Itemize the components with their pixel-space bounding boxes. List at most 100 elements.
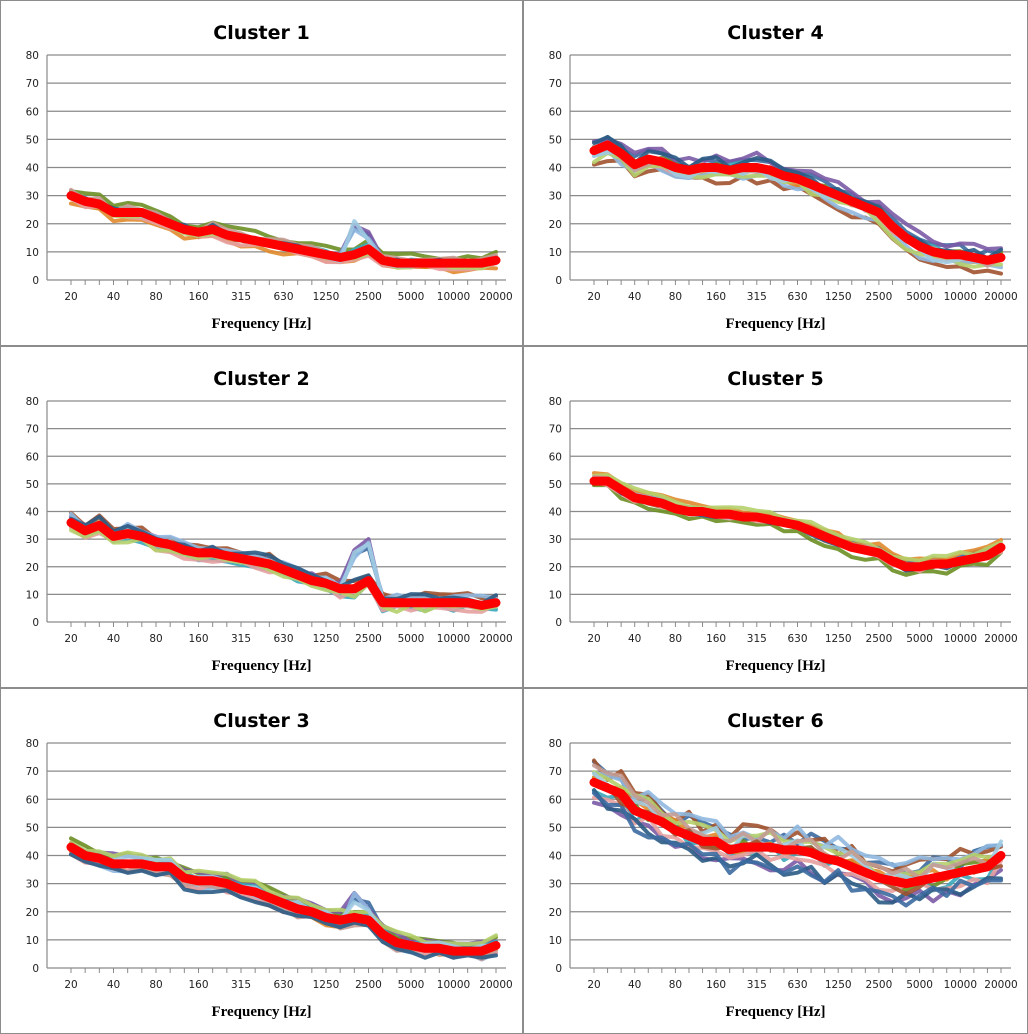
member-series-line	[592, 135, 1003, 261]
y-tick-label: 50	[26, 134, 39, 146]
x-tick-label: 5000	[398, 633, 425, 645]
x-tick-label: 80	[669, 291, 682, 303]
y-tick-label: 20	[26, 219, 39, 231]
x-tick-label: 20	[64, 979, 77, 991]
x-tick-label: 315	[747, 633, 767, 645]
chart-panel-cluster-6: Cluster 6 0 10 20 30 40 50 60 70 80 20 40 80 160 315 63…	[523, 688, 1028, 1034]
x-axis-label: Frequency [Hz]	[725, 1004, 825, 1020]
x-tick-label: 2500	[355, 291, 382, 303]
x-tick-label: 40	[628, 633, 641, 645]
x-tick-label: 1250	[825, 291, 852, 303]
x-tick-label: 80	[149, 633, 162, 645]
chart-svg: Cluster 6 0 10 20 30 40 50 60 70 80 20 40 80 160 315 63…	[549, 710, 1018, 1020]
x-tick-label: 160	[706, 291, 726, 303]
y-tick-label: 10	[549, 589, 562, 601]
y-tick-label: 20	[549, 907, 562, 919]
y-tick-label: 40	[26, 507, 39, 519]
x-tick-label: 2500	[866, 633, 893, 645]
x-tick-label: 10000	[437, 291, 470, 303]
x-tick-label: 315	[747, 979, 767, 991]
x-tick-label: 160	[188, 979, 208, 991]
chart-title: Cluster 1	[213, 22, 309, 44]
x-tick-label: 630	[787, 979, 807, 991]
y-tick-label: 70	[26, 424, 39, 436]
y-tick-label: 70	[26, 766, 39, 778]
chart-panel-cluster-1: Cluster 1 0 10 20 30 40 50 60 70 80 20 40 80 160 315 63…	[0, 0, 523, 346]
y-tick-label: 50	[549, 822, 562, 834]
y-tick-label: 70	[549, 766, 562, 778]
y-tick-label: 80	[549, 738, 562, 750]
x-tick-label: 1250	[313, 979, 340, 991]
y-tick-label: 40	[26, 851, 39, 863]
y-tick-label: 40	[549, 851, 562, 863]
y-tick-label: 40	[549, 507, 562, 519]
chart-svg: Cluster 1 0 10 20 30 40 50 60 70 80 20 40 80 160 315 63…	[26, 22, 513, 332]
y-tick-label: 20	[26, 907, 39, 919]
chart-title: Cluster 3	[213, 710, 309, 732]
member-series-line	[592, 473, 1003, 563]
member-series-line	[592, 471, 1003, 562]
mean-series-line	[589, 140, 1006, 265]
y-tick-label: 10	[26, 935, 39, 947]
mean-series-line	[589, 777, 1006, 889]
y-tick-label: 0	[32, 617, 39, 629]
chart-panel-cluster-4: Cluster 4 0 10 20 30 40 50 60 70 80 20 40 80 160 315 63…	[523, 0, 1028, 346]
x-tick-label: 10000	[437, 633, 470, 645]
x-tick-label: 20000	[984, 291, 1017, 303]
x-axis-label: Frequency [Hz]	[725, 658, 825, 674]
x-tick-label: 40	[107, 291, 120, 303]
x-tick-label: 160	[706, 979, 726, 991]
x-tick-label: 630	[273, 979, 293, 991]
y-tick-label: 80	[549, 396, 562, 408]
x-axis-label: Frequency [Hz]	[211, 316, 311, 332]
y-tick-label: 60	[26, 451, 39, 463]
x-tick-label: 10000	[944, 291, 977, 303]
x-tick-label: 20000	[479, 633, 512, 645]
mean-series-line	[66, 518, 501, 610]
x-tick-label: 20	[64, 633, 77, 645]
x-tick-label: 5000	[906, 633, 933, 645]
x-tick-label: 5000	[906, 979, 933, 991]
y-tick-label: 20	[549, 562, 562, 574]
member-series-line	[69, 852, 498, 960]
y-tick-label: 0	[555, 963, 562, 975]
y-tick-label: 0	[32, 275, 39, 287]
y-tick-label: 60	[26, 106, 39, 118]
y-tick-label: 10	[549, 935, 562, 947]
y-tick-label: 60	[549, 794, 562, 806]
y-tick-label: 40	[549, 163, 562, 175]
y-tick-label: 50	[549, 134, 562, 146]
x-tick-label: 160	[188, 633, 208, 645]
chart-title: Cluster 4	[727, 22, 823, 44]
y-tick-label: 20	[26, 562, 39, 574]
member-series-line	[592, 763, 1003, 880]
x-tick-label: 20000	[984, 633, 1017, 645]
y-tick-label: 0	[555, 617, 562, 629]
y-tick-label: 30	[549, 191, 562, 203]
chart-svg: Cluster 4 0 10 20 30 40 50 60 70 80 20 40 80 160 315 63…	[549, 22, 1018, 332]
x-tick-label: 80	[149, 291, 162, 303]
member-series-line	[592, 770, 1003, 868]
x-axis-label: Frequency [Hz]	[211, 658, 311, 674]
y-tick-label: 10	[26, 247, 39, 259]
x-tick-label: 5000	[398, 979, 425, 991]
x-tick-label: 20000	[479, 979, 512, 991]
x-tick-label: 40	[628, 291, 641, 303]
x-tick-label: 5000	[906, 291, 933, 303]
y-tick-label: 80	[549, 50, 562, 62]
chart-svg: Cluster 5 0 10 20 30 40 50 60 70 80 20 40 80 160 315 63…	[549, 368, 1018, 674]
y-tick-label: 10	[549, 247, 562, 259]
y-tick-label: 50	[549, 479, 562, 491]
x-tick-label: 10000	[944, 633, 977, 645]
x-tick-label: 160	[188, 291, 208, 303]
x-tick-label: 2500	[866, 291, 893, 303]
y-tick-label: 0	[555, 275, 562, 287]
y-tick-label: 70	[549, 78, 562, 90]
y-tick-label: 10	[26, 589, 39, 601]
x-tick-label: 315	[231, 979, 251, 991]
chart-title: Cluster 2	[213, 368, 309, 390]
y-tick-label: 0	[32, 963, 39, 975]
y-tick-label: 80	[26, 396, 39, 408]
member-series-line	[69, 514, 498, 606]
member-series-line	[592, 134, 1003, 259]
